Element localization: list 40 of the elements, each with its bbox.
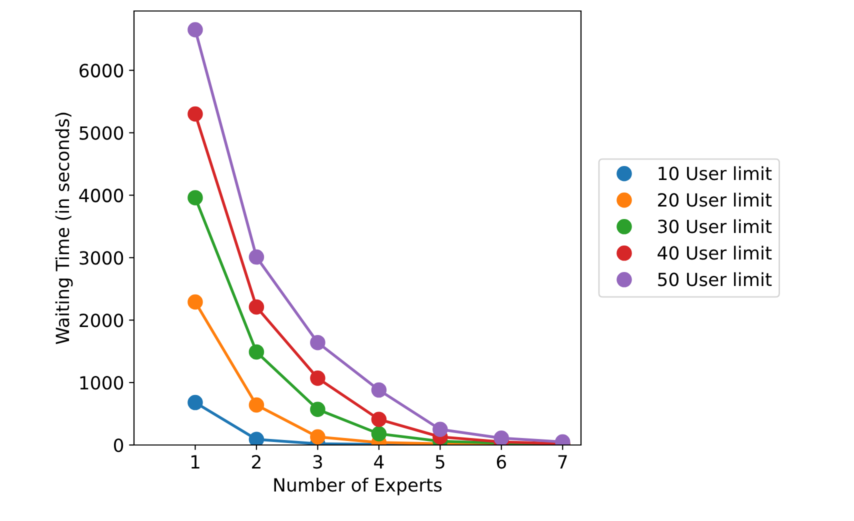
y-tick-label: 6000 xyxy=(80,64,124,78)
point xyxy=(310,429,326,445)
point xyxy=(188,294,203,310)
point xyxy=(188,22,203,38)
legend-label: 40 User limit xyxy=(658,246,772,260)
point xyxy=(248,397,264,413)
y-tick-label: 4000 xyxy=(79,188,124,202)
x-tick-label: 2 xyxy=(252,455,260,468)
point xyxy=(494,430,510,445)
x-tick-label: 6 xyxy=(496,455,506,469)
point xyxy=(432,422,448,438)
point xyxy=(188,190,203,206)
legend-label: 20 User limit xyxy=(658,192,772,207)
point xyxy=(248,249,264,265)
point xyxy=(188,106,203,122)
x-tick-label: 5 xyxy=(436,455,444,469)
legend-label: 50 User limit xyxy=(658,272,772,286)
x-tick-label: 1 xyxy=(191,455,200,468)
y-tick-label: 3000 xyxy=(80,251,124,265)
point xyxy=(310,334,326,350)
y-tick-label: 2000 xyxy=(80,314,124,328)
point xyxy=(248,432,264,445)
x-tick-label: 3 xyxy=(313,455,322,469)
y-tick-label: 0 xyxy=(114,438,124,452)
point xyxy=(188,394,203,410)
point xyxy=(310,370,326,386)
legend-label: 30 User limit xyxy=(658,219,772,234)
point xyxy=(371,382,387,398)
point xyxy=(371,426,387,442)
y-tick-label: 1000 xyxy=(80,376,124,390)
legend-label: 10 User limit xyxy=(658,166,772,180)
x-tick-label: 4 xyxy=(374,455,384,468)
point xyxy=(310,402,326,418)
x-axis-title: Number of Experts xyxy=(274,478,442,496)
x-tick-label: 7 xyxy=(558,455,567,468)
point xyxy=(248,344,264,360)
y-axis-title: Waiting Time (in seconds) xyxy=(55,112,73,344)
point xyxy=(371,412,387,428)
point xyxy=(248,299,264,315)
y-tick-label: 5000 xyxy=(80,126,124,140)
